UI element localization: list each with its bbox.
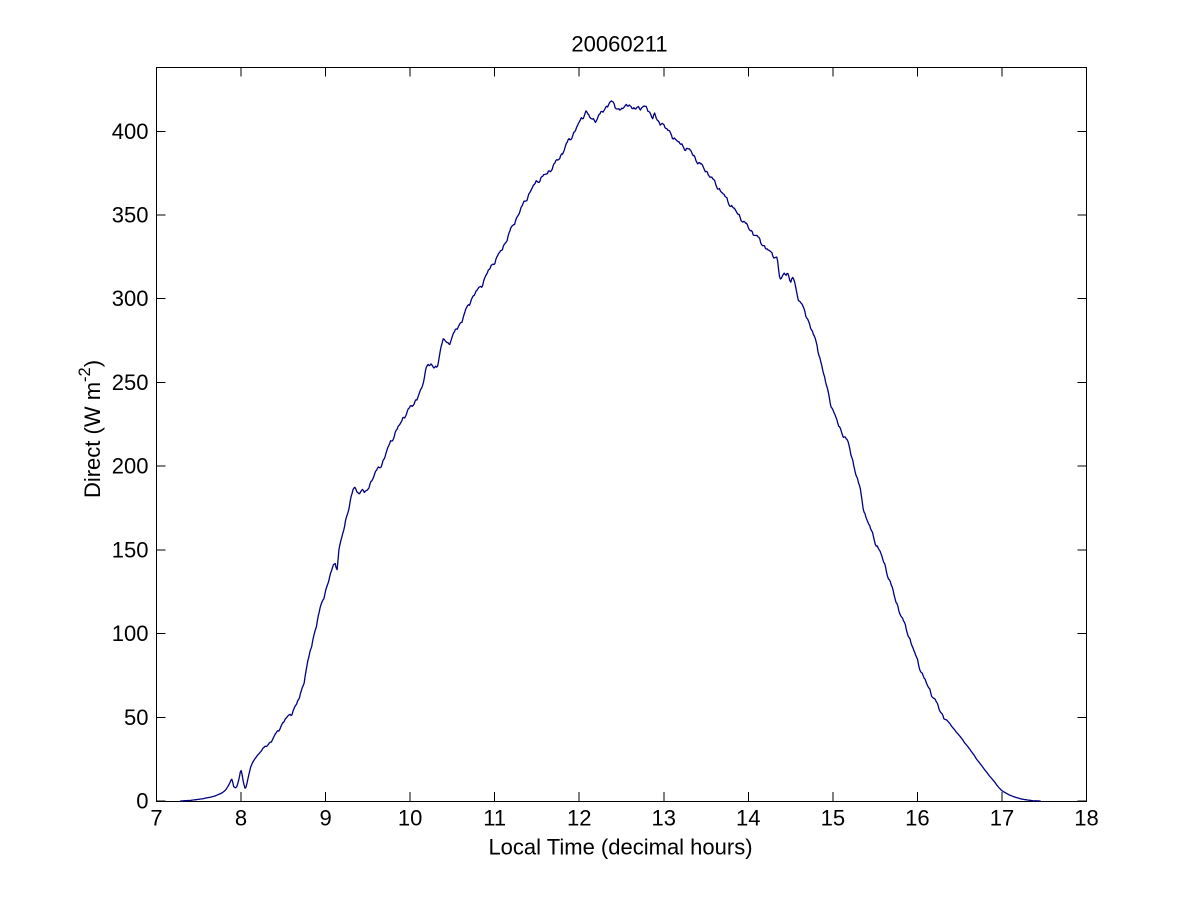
svg-text:15: 15 bbox=[821, 806, 845, 831]
svg-text:0: 0 bbox=[136, 789, 148, 814]
svg-text:16: 16 bbox=[905, 806, 929, 831]
svg-text:300: 300 bbox=[112, 286, 149, 311]
svg-text:250: 250 bbox=[112, 370, 149, 395]
svg-text:13: 13 bbox=[652, 806, 676, 831]
svg-text:17: 17 bbox=[990, 806, 1014, 831]
svg-text:400: 400 bbox=[112, 119, 149, 144]
svg-text:14: 14 bbox=[736, 806, 760, 831]
svg-text:Direct (W m-2): Direct (W m-2) bbox=[76, 360, 105, 498]
svg-text:50: 50 bbox=[124, 705, 148, 730]
svg-text:350: 350 bbox=[112, 203, 149, 228]
svg-text:150: 150 bbox=[112, 537, 149, 562]
svg-text:7: 7 bbox=[150, 806, 162, 831]
svg-text:Local Time (decimal hours): Local Time (decimal hours) bbox=[488, 835, 752, 860]
svg-text:9: 9 bbox=[319, 806, 331, 831]
svg-text:200: 200 bbox=[112, 454, 149, 479]
svg-text:100: 100 bbox=[112, 621, 149, 646]
svg-text:18: 18 bbox=[1074, 806, 1098, 831]
svg-text:8: 8 bbox=[235, 806, 247, 831]
svg-text:11: 11 bbox=[483, 806, 506, 831]
svg-text:20060211: 20060211 bbox=[571, 32, 667, 57]
svg-text:12: 12 bbox=[567, 806, 591, 831]
svg-text:10: 10 bbox=[398, 806, 422, 831]
